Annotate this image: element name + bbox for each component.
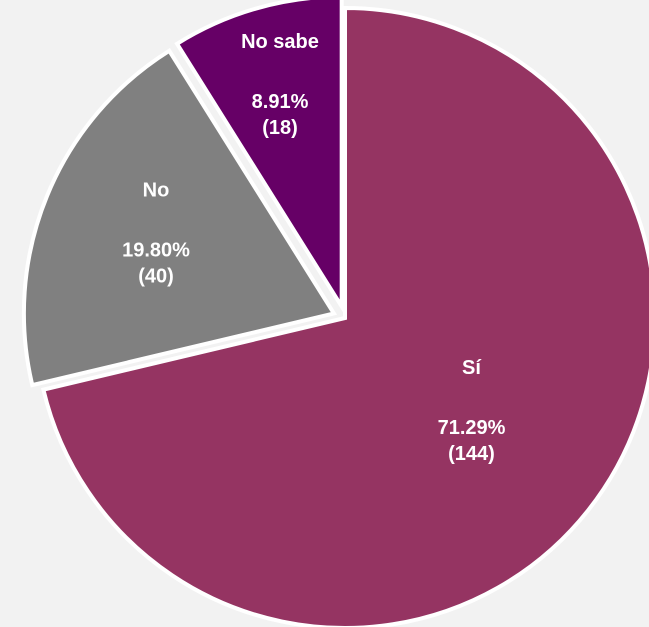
slice-percent-label-1: 71.29% bbox=[438, 417, 506, 439]
pie-slices bbox=[21, 0, 649, 627]
slice-label-3: No sabe bbox=[241, 31, 319, 53]
pie-labels: Sí 71.29% (144) No 19.80% (40) No sabe 8.91% (18… bbox=[122, 31, 506, 465]
slice-label-1: Sí bbox=[462, 357, 482, 379]
slice-count-label-2: (40) bbox=[138, 266, 174, 288]
slice-percent-label-2: 19.80% bbox=[122, 240, 190, 262]
slice-count-label-3: (18) bbox=[262, 117, 298, 139]
slice-label-2: No bbox=[143, 180, 170, 202]
pie-slice-3 bbox=[174, 0, 344, 314]
pie-slice-2 bbox=[21, 48, 338, 388]
slice-percent-label-3: 8.91% bbox=[252, 91, 309, 113]
slice-count-label-1: (144) bbox=[448, 443, 495, 465]
pie-slice-1 bbox=[40, 5, 649, 627]
